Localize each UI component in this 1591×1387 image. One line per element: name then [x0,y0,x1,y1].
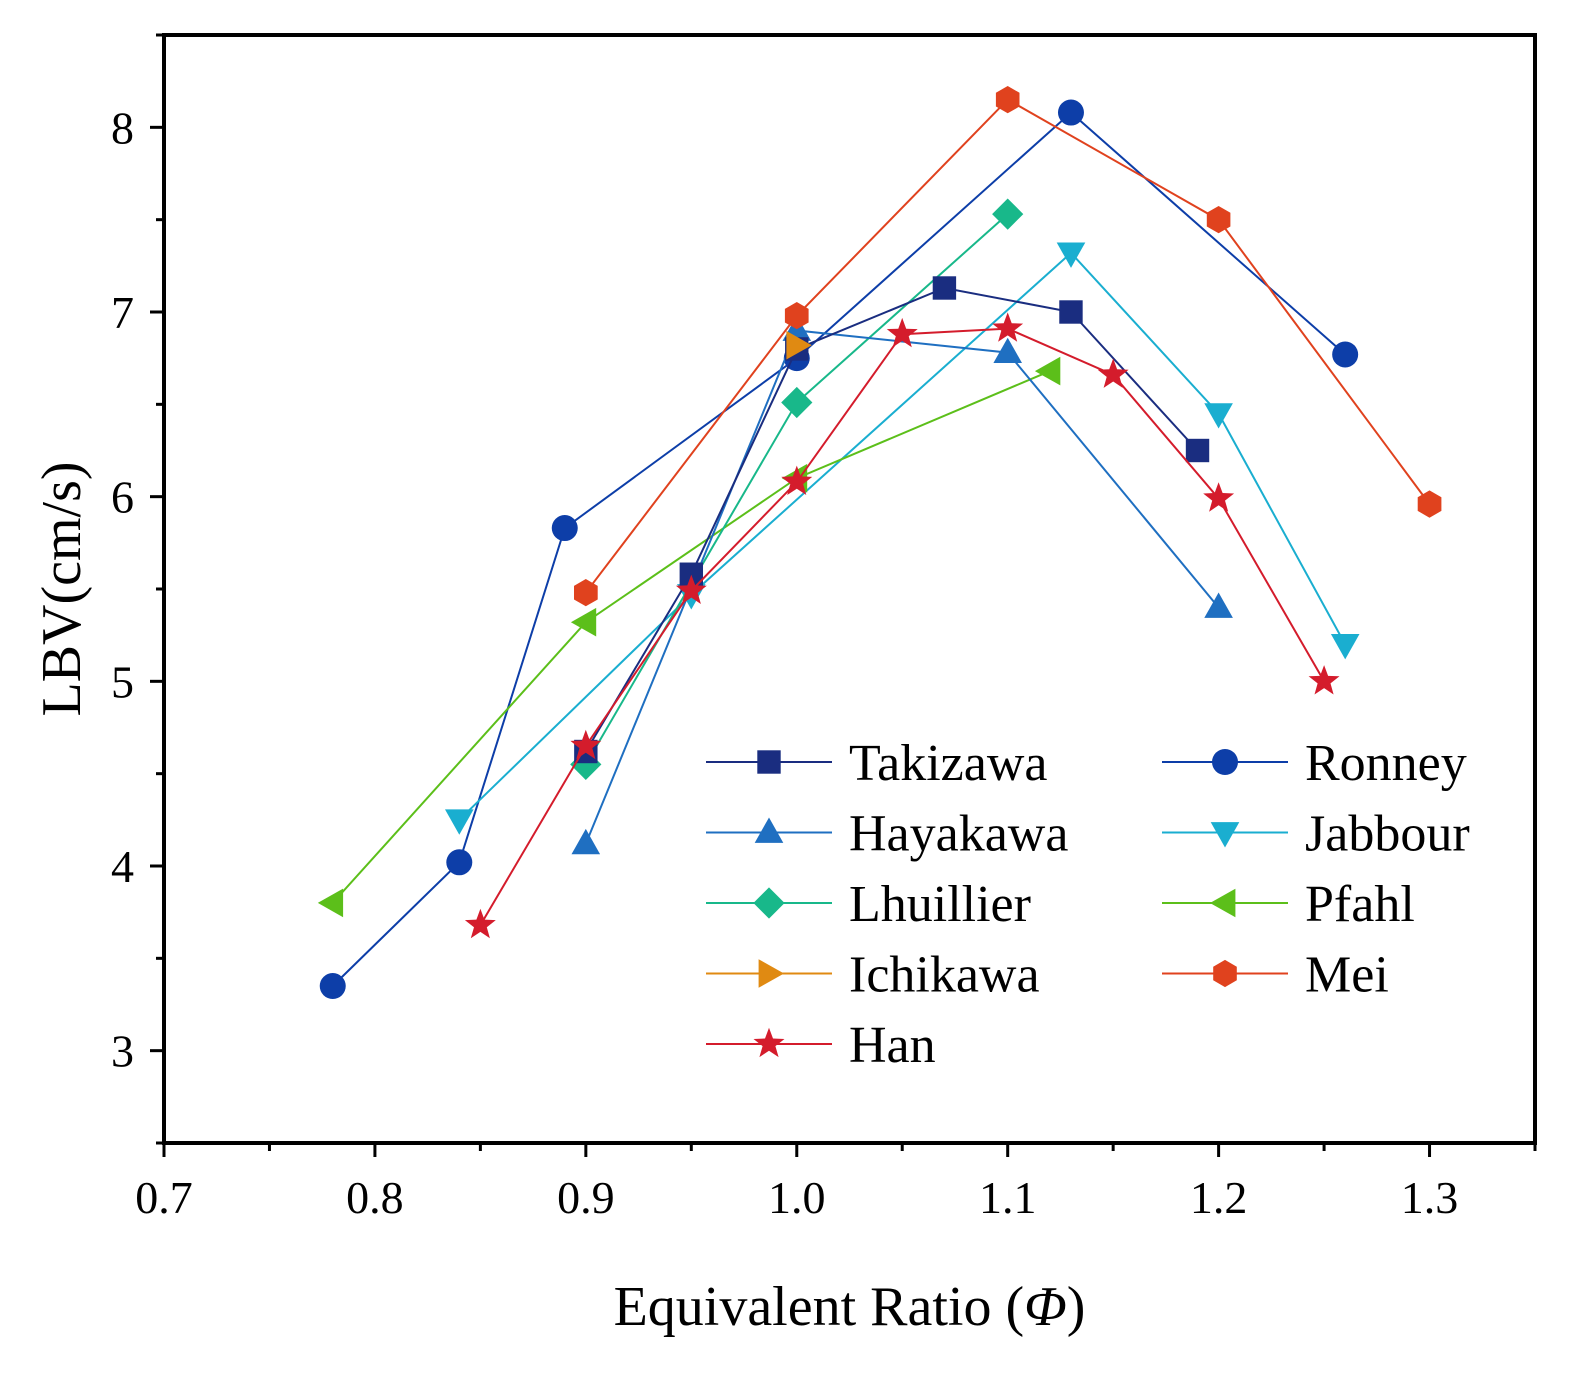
x-tick-label: 1.2 [1190,1172,1248,1223]
legend-label-takizawa: Takizawa [849,735,1047,792]
legend-marker-hayakawa [754,817,784,843]
data-point-han [570,729,602,760]
legend-marker-lhuillier [753,887,785,919]
series-ichikawa [786,330,812,360]
data-point-takizawa [1185,438,1210,463]
data-point-han [464,908,496,939]
legend-item-ichikawa: Ichikawa [706,947,1040,1004]
data-point-ronney [319,973,346,1000]
y-tick-label: 7 [111,287,134,338]
y-tick-label: 4 [111,841,134,892]
legend-item-pfahl: Pfahl [1162,876,1415,933]
series-mei [574,86,1442,607]
legend-item-hayakawa: Hayakawa [706,806,1068,863]
legend-item-takizawa: Takizawa [706,735,1047,792]
data-point-ronney [551,515,578,542]
data-point-mei [574,579,598,607]
series-han [464,312,1340,939]
data-point-jabbour [1056,242,1086,268]
legend-marker-takizawa [757,750,781,774]
legend-item-lhuillier: Lhuillier [706,876,1031,933]
x-tick-label: 1.0 [768,1172,826,1223]
data-point-ronney [1057,99,1084,126]
data-point-hayakawa [571,828,601,855]
data-point-mei [1206,206,1231,234]
series-line-takizawa [584,286,1199,753]
legend-label-mei: Mei [1305,947,1389,1004]
legend-marker-ichikawa [758,959,784,988]
y-tick-label: 8 [111,102,134,153]
data-point-ronney [1332,341,1359,368]
data-point-mei [1417,490,1442,518]
data-point-ronney [446,849,473,876]
series-takizawa [574,276,1210,764]
axis-ticks: 0.7 0.8 0.9 1.0 1.1 1.2 1.3 3 4 5 6 7 8 [111,33,1537,1223]
data-point-han [1097,358,1129,388]
y-tick-label: 6 [111,472,134,523]
series-line-ronney [332,111,1346,987]
data-point-mei [995,86,1020,114]
legend-label-jabbour: Jabbour [1305,806,1470,863]
data-point-jabbour [1330,634,1360,660]
legend-label-hayakawa: Hayakawa [849,806,1068,863]
data-point-takizawa [932,276,957,300]
data-point-han [992,312,1024,342]
x-axis-title: Equivalent Ratio (Φ) [614,1276,1086,1338]
data-point-han [1308,665,1340,695]
data-point-pfahl [317,888,344,918]
data-point-jabbour [1204,403,1233,429]
y-axis-title: LBV(cm/s) [31,461,93,716]
data-point-han [781,465,813,495]
data-point-mei [784,302,809,330]
y-tick-label: 5 [111,656,134,707]
data-point-jabbour [445,809,474,835]
legend-label-pfahl: Pfahl [1305,876,1415,933]
data-point-takizawa [679,562,704,586]
legend-item-jabbour: Jabbour [1162,806,1470,863]
data-point-ichikawa [786,330,812,360]
legend-marker-jabbour [1210,822,1240,848]
y-tick-label: 3 [111,1026,134,1077]
data-point-hayakawa [993,337,1022,363]
legend-item-han: Han [706,1017,936,1074]
legend-marker-ronney [1212,749,1238,775]
legend-label-ronney: Ronney [1305,735,1467,792]
data-point-han [1203,482,1235,512]
legend-label-lhuillier: Lhuillier [849,876,1031,933]
legend-marker-pfahl [1210,888,1236,918]
data-point-lhuillier [992,198,1024,230]
data-point-hayakawa [1204,592,1233,618]
data-point-lhuillier [781,386,813,419]
data-point-han [886,317,918,348]
x-tick-label: 0.9 [557,1172,615,1223]
series-ronney [319,99,1359,1000]
series-layer [317,86,1442,1000]
legend-label-ichikawa: Ichikawa [849,947,1040,1004]
data-point-lhuillier [570,748,602,780]
legend-label-han: Han [849,1017,936,1074]
legend-marker-mei [1213,959,1237,988]
data-point-pfahl [1034,356,1061,386]
legend-item-ronney: Ronney [1162,735,1467,792]
legend: Takizawa Ronney Hayakawa Jabbour Lhuillier Pf… [706,735,1470,1074]
data-point-takizawa [1059,300,1083,324]
series-line-pfahl [331,370,1051,904]
x-tick-label: 1.1 [979,1172,1037,1223]
legend-marker-han [753,1027,785,1058]
x-tick-label: 0.7 [135,1172,193,1223]
legend-item-mei: Mei [1162,947,1389,1004]
data-point-han [675,574,707,604]
x-tick-label: 0.8 [346,1172,404,1223]
data-point-pfahl [570,607,597,637]
x-tick-label: 1.3 [1401,1172,1459,1223]
